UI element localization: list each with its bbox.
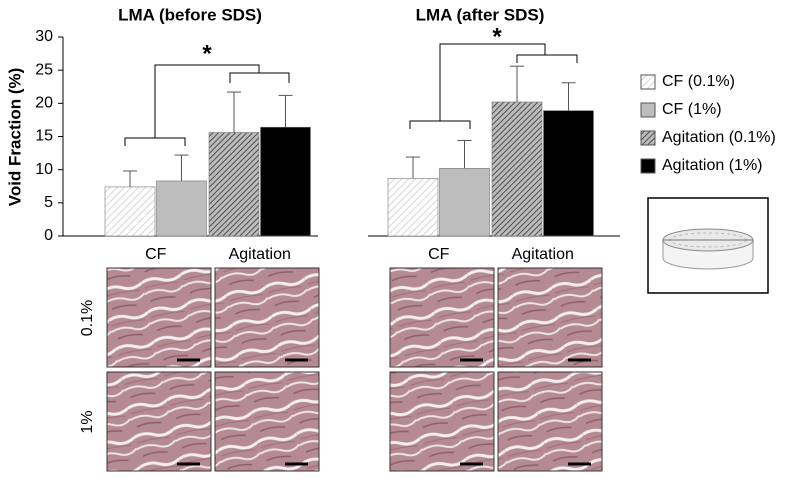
bar: [156, 180, 207, 237]
micrograph: [497, 267, 603, 368]
row-label: 1%: [79, 410, 96, 433]
y-axis-label: Void Fraction (%): [5, 68, 24, 207]
y-tick-label: 0: [44, 227, 53, 244]
annotation: *: [492, 23, 502, 50]
micrograph: [214, 267, 320, 368]
legend-swatch: [640, 158, 656, 174]
legend-label: CF (0.1%): [662, 73, 735, 90]
bar: [439, 168, 490, 237]
legend-swatch: [640, 74, 656, 90]
micrograph: [497, 371, 603, 472]
y-tick-label: 30: [35, 28, 53, 45]
annotation: *: [202, 40, 212, 67]
legend-label: CF (1%): [662, 101, 722, 118]
x-tick-label: Agitation: [512, 246, 574, 263]
x-tick-label: CF: [145, 246, 167, 263]
x-tick-label: CF: [428, 246, 450, 263]
bar: [387, 177, 439, 237]
chart-title: LMA (before SDS): [118, 5, 262, 24]
y-tick-label: 15: [35, 128, 53, 145]
y-tick-label: 25: [35, 61, 53, 78]
micrograph: [389, 371, 495, 472]
bar: [104, 186, 156, 237]
y-tick-label: 5: [44, 194, 53, 211]
bar: [260, 126, 311, 237]
micrograph: [389, 267, 495, 368]
bar: [491, 101, 543, 237]
legend-swatch: [640, 130, 656, 146]
inset-diagram: [647, 197, 769, 294]
legend-label: Agitation (0.1%): [662, 129, 776, 146]
micrograph: [106, 371, 212, 472]
y-tick-label: 20: [35, 95, 53, 112]
legend-label: Agitation (1%): [662, 157, 763, 174]
x-tick-label: Agitation: [229, 246, 291, 263]
row-label: 0.1%: [79, 300, 96, 336]
bar: [208, 132, 260, 237]
micrograph: [106, 267, 212, 368]
bar: [543, 110, 594, 237]
y-tick-label: 10: [35, 161, 53, 178]
micrograph: [214, 371, 320, 472]
chart-title: LMA (after SDS): [416, 5, 545, 24]
legend-swatch: [640, 102, 656, 118]
brackets: [124, 43, 578, 146]
